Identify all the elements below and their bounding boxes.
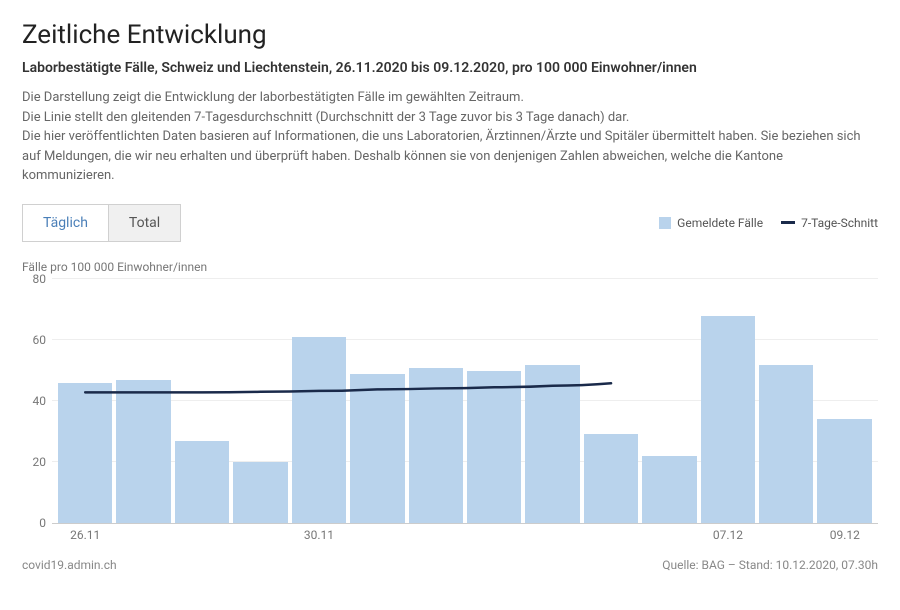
legend-bars-label: Gemeldete Fälle — [677, 216, 763, 230]
bar — [292, 337, 346, 522]
chart: 020406080 26.1130.1107.1209.12 — [22, 280, 878, 544]
y-axis-ticks: 020406080 — [22, 280, 50, 523]
bar — [642, 456, 696, 523]
x-tick: 30.11 — [304, 528, 334, 542]
page-title: Zeitliche Entwicklung — [22, 20, 878, 50]
footer-source-info: Quelle: BAG – Stand: 10.12.2020, 07.30h — [662, 558, 878, 572]
bar — [116, 380, 170, 523]
page-subtitle: Laborbestätigte Fälle, Schweiz und Liech… — [22, 60, 878, 76]
bar — [175, 441, 229, 523]
x-tick: 07.12 — [713, 528, 743, 542]
bar — [350, 374, 404, 523]
tab-total[interactable]: Total — [109, 205, 180, 241]
legend-bar-swatch — [659, 217, 671, 229]
legend-line-label: 7-Tage-Schnitt — [801, 216, 878, 230]
bar — [467, 371, 521, 523]
bar — [759, 365, 813, 523]
bar — [233, 462, 287, 523]
legend-bars: Gemeldete Fälle — [659, 216, 763, 230]
bar — [58, 383, 112, 523]
chart-bars — [52, 280, 878, 523]
bar — [409, 368, 463, 523]
x-tick: 26.11 — [70, 528, 100, 542]
y-tick: 40 — [33, 394, 47, 408]
y-tick: 20 — [33, 455, 47, 469]
footer-source-url: covid19.admin.ch — [22, 558, 117, 572]
bar — [701, 316, 755, 523]
view-tabs: TäglichTotal — [22, 204, 181, 242]
bar — [817, 419, 871, 522]
x-tick: 09.12 — [830, 528, 860, 542]
y-axis-label: Fälle pro 100 000 Einwohner/innen — [22, 260, 878, 274]
tab-täglich[interactable]: Täglich — [23, 205, 109, 241]
x-axis-ticks: 26.11 30.11 07.12 09.12 — [52, 524, 878, 544]
legend-line-swatch — [781, 221, 795, 224]
bar — [525, 365, 579, 523]
y-tick: 80 — [33, 272, 47, 286]
page-description: Die Darstellung zeigt die Entwicklung de… — [22, 88, 878, 186]
legend-line: 7-Tage-Schnitt — [781, 216, 878, 230]
y-tick: 60 — [33, 333, 47, 347]
y-tick: 0 — [39, 516, 46, 530]
bar — [584, 434, 638, 522]
chart-legend: Gemeldete Fälle 7-Tage-Schnitt — [659, 216, 878, 230]
